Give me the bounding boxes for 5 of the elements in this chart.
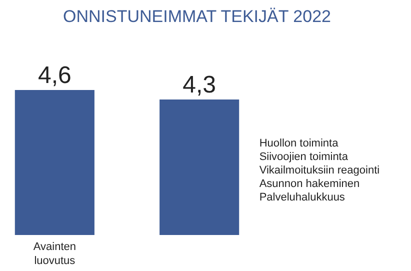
chart-title: ONNISTUNEIMMAT TEKIJÄT 2022 <box>63 7 331 26</box>
annotation: Huollon toiminta Siivoojien toiminta Vikailmoituksiin reagointi Asunnon hakeminen Palveluhalukkuus <box>259 137 380 204</box>
data-label: 4,3 <box>182 71 216 98</box>
data-label: 4,6 <box>38 62 72 89</box>
x-tick-label: Avainten luovutus <box>33 241 76 267</box>
